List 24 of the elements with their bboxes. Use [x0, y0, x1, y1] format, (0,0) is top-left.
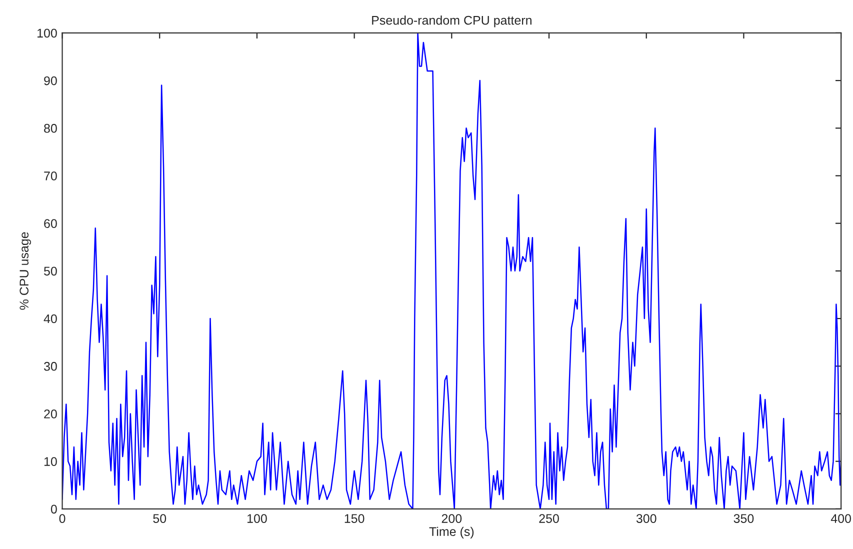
x-tick-label: 100	[247, 514, 267, 523]
y-tick-label: 40	[44, 314, 57, 324]
x-tick-label: 350	[734, 514, 754, 523]
y-tick-label: 0	[50, 504, 57, 514]
line-series	[62, 32, 842, 509]
x-tick-label: 400	[830, 514, 851, 523]
x-tick-label: 300	[636, 514, 656, 523]
x-tick-label: 50	[153, 514, 166, 523]
y-tick-label: 90	[44, 76, 57, 86]
x-tick-label: 0	[59, 514, 66, 523]
x-axis-title: Time (s)	[429, 526, 474, 538]
y-tick-label: 20	[44, 410, 57, 418]
x-tick-label: 250	[539, 514, 559, 523]
y-tick-label: 10	[44, 457, 57, 466]
chart-title: Pseudo-random CPU pattern	[372, 16, 532, 28]
y-tick-label: 70	[44, 172, 57, 180]
y-tick-label: 50	[44, 266, 57, 276]
y-axis-title: % CPU usage	[20, 232, 31, 310]
y-tick-label: 30	[44, 362, 57, 371]
y-tick-label: 60	[44, 219, 57, 228]
x-tick-label: 200	[442, 514, 462, 523]
y-tick-label: 100	[38, 28, 57, 38]
x-tick-label: 150	[344, 514, 364, 523]
y-tick-label: 80	[44, 124, 57, 133]
